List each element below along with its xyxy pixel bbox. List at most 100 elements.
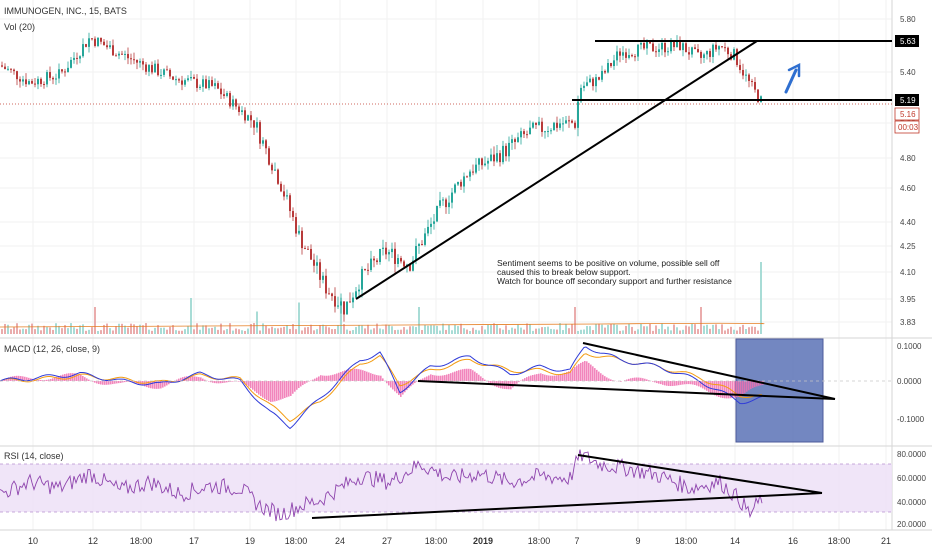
- macd-hist-bar: [26, 377, 28, 381]
- candle-body: [355, 291, 357, 298]
- macd-histogram: [0, 360, 764, 402]
- candle-body: [499, 153, 501, 163]
- macd-hist-bar: [94, 381, 96, 383]
- macd-hist-bar: [612, 380, 614, 381]
- macd-hist-bar: [604, 376, 606, 381]
- volume-bar: [115, 326, 117, 334]
- macd-hist-bar: [448, 373, 450, 381]
- volume-bar: [202, 325, 204, 334]
- candle-body: [34, 83, 36, 85]
- candle-body: [625, 52, 627, 58]
- volume-bar: [646, 326, 648, 334]
- macd-hist-bar: [692, 381, 694, 385]
- macd-hist-bar: [252, 381, 254, 390]
- volume-bar: [454, 324, 456, 334]
- candle-body: [268, 148, 270, 165]
- volume-bar: [211, 327, 213, 334]
- macd-hist-bar: [360, 369, 362, 381]
- volume-bar: [25, 329, 27, 334]
- macd-hist-bar: [194, 376, 196, 381]
- macd-hist-bar: [84, 377, 86, 381]
- candle-body: [697, 49, 699, 53]
- macd-hist-bar: [658, 381, 660, 384]
- volume-bar: [505, 325, 507, 334]
- candle-body: [694, 47, 696, 50]
- macd-upper-trendline: [582, 342, 836, 400]
- volume-bar: [370, 329, 372, 334]
- candle-body: [703, 54, 705, 58]
- candle-body: [466, 176, 468, 178]
- macd-hist-bar: [424, 377, 426, 381]
- candle-body: [721, 46, 723, 48]
- y-tick-label: 3.83: [900, 318, 916, 327]
- macd-hist-bar: [364, 370, 366, 381]
- volume-bar: [307, 327, 309, 334]
- candle-body: [676, 40, 678, 48]
- macd-hist-bar: [724, 381, 726, 399]
- candle-body: [709, 51, 711, 57]
- candle-body: [322, 275, 324, 280]
- macd-hist-bar: [278, 381, 280, 401]
- macd-hist-bar: [568, 371, 570, 381]
- volume-bar: [34, 329, 36, 334]
- macd-hist-bar: [548, 375, 550, 381]
- macd-hist-bar: [48, 379, 50, 381]
- macd-hist-bar: [754, 381, 756, 388]
- macd-hist-bar: [670, 381, 672, 387]
- macd-hist-bar: [456, 370, 458, 381]
- macd-hist-bar: [282, 381, 284, 399]
- macd-hist-bar: [390, 381, 392, 388]
- macd-hist-bar: [580, 362, 582, 381]
- volume-bar: [583, 329, 585, 334]
- candle-body: [490, 154, 492, 161]
- candle-body: [574, 122, 576, 128]
- volume-bar: [175, 330, 177, 334]
- macd-hist-bar: [414, 381, 416, 384]
- candle-body: [436, 205, 438, 222]
- macd-hist-bar: [132, 381, 134, 383]
- volume-bar: [61, 328, 63, 334]
- volume-bar: [127, 327, 129, 334]
- candle-body: [463, 176, 465, 187]
- volume-bar: [451, 330, 453, 334]
- macd-hist-bar: [736, 381, 738, 398]
- candle-body: [403, 261, 405, 267]
- macd-hist-bar: [160, 381, 162, 389]
- x-tick-label: 16: [788, 536, 798, 546]
- macd-hist-bar: [248, 381, 250, 387]
- candle-body: [739, 65, 741, 70]
- candle-body: [235, 99, 237, 107]
- candle-body: [262, 140, 264, 144]
- candle-body: [352, 297, 354, 303]
- volume-bar: [193, 329, 195, 334]
- volume-bar: [163, 327, 165, 334]
- volume-bar: [4, 323, 6, 334]
- candle-body: [343, 301, 345, 315]
- timer-tag: 00:03: [898, 123, 919, 132]
- candle-body: [748, 74, 750, 81]
- macd-hist-bar: [606, 377, 608, 381]
- candle-body: [652, 43, 654, 52]
- candle-body: [424, 233, 426, 245]
- macd-hist-bar: [264, 381, 266, 399]
- macd-hist-bar: [254, 381, 256, 392]
- macd-hist-bar: [242, 381, 244, 383]
- candle-body: [199, 86, 201, 88]
- macd-hist-bar: [78, 374, 80, 381]
- candle-body: [31, 81, 33, 84]
- candle-body: [40, 78, 42, 85]
- candle-body: [148, 65, 150, 72]
- candle-body: [166, 69, 168, 71]
- rsi-tick-label: 40.0000: [897, 498, 926, 507]
- candle-body: [91, 38, 93, 40]
- volume-bar: [637, 329, 639, 334]
- macd-hist-bar: [656, 381, 658, 384]
- volume-bar: [79, 325, 81, 334]
- candle-body: [190, 77, 192, 79]
- candle-body: [505, 145, 507, 157]
- volume-bar: [73, 327, 75, 334]
- volume-bar: [31, 323, 33, 334]
- volume-bar: [154, 327, 156, 334]
- volume-bar: [13, 327, 15, 334]
- candle-body: [586, 82, 588, 86]
